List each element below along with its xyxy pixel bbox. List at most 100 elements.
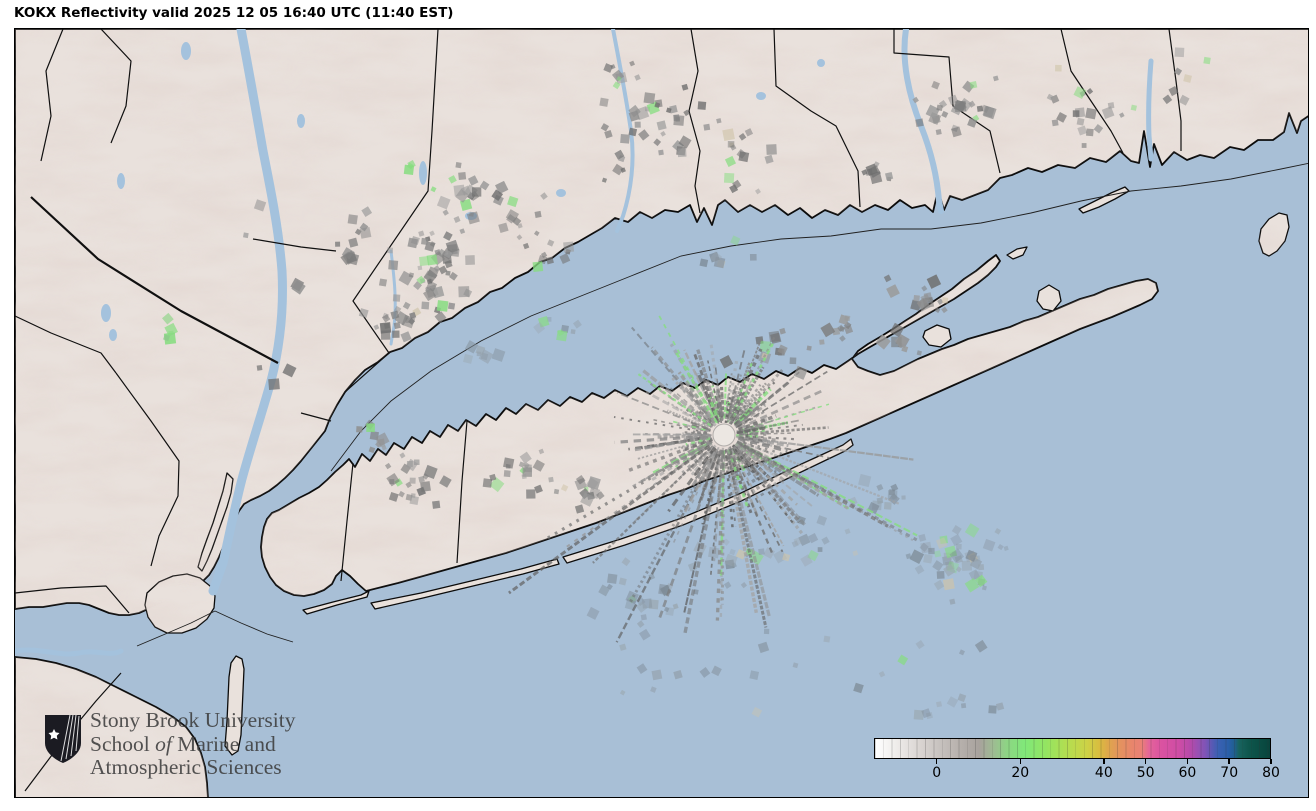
- clutter-echo: [463, 353, 474, 364]
- basemap-svg: [15, 29, 1308, 797]
- clutter-echo: [773, 549, 788, 564]
- radar-spoke: [736, 404, 767, 427]
- clutter-echo: [921, 285, 928, 292]
- clutter-echo: [418, 230, 425, 237]
- clutter-echo: [997, 543, 1004, 551]
- clutter-echo: [342, 250, 357, 265]
- radar-spoke: [739, 426, 829, 436]
- clutter-echo: [1076, 117, 1085, 126]
- radar-spoke: [727, 449, 750, 511]
- radar-spoke: [733, 445, 754, 468]
- clutter-echo: [968, 569, 981, 581]
- clutter-echo: [936, 701, 943, 708]
- clutter-echo: [738, 132, 747, 141]
- radar-spoke: [690, 444, 717, 476]
- clutter-echo: [381, 314, 391, 323]
- clutter-echo: [388, 492, 399, 502]
- radar-spoke: [745, 435, 795, 441]
- radar-spoke: [741, 424, 764, 432]
- clutter-echo: [723, 581, 732, 589]
- clutter-echo: [533, 321, 546, 334]
- clutter-echo: [491, 189, 504, 202]
- clutter-echo: [946, 696, 959, 708]
- radar-spoke: [631, 326, 713, 422]
- stony-brook-logo: Stony Brook University School of Marine …: [43, 708, 296, 780]
- clutter-echo: [806, 345, 812, 351]
- radar-spoke: [682, 449, 723, 637]
- page-title: KOKX Reflectivity valid 2025 12 05 16:40…: [14, 5, 454, 21]
- clutter-echo: [913, 709, 924, 720]
- clutter-echo: [612, 163, 624, 176]
- radar-spoke: [657, 450, 720, 620]
- clutter-echo: [634, 74, 641, 81]
- clutter-echo: [660, 130, 666, 137]
- clutter-echo: [378, 278, 388, 287]
- radar-spoke: [738, 437, 788, 453]
- radar-spoke: [741, 403, 830, 431]
- clutter-echo: [443, 249, 453, 259]
- clutter-echo: [599, 97, 609, 107]
- clutter-echo: [988, 705, 997, 714]
- clutter-echo: [844, 528, 851, 535]
- clutter-echo: [958, 649, 965, 656]
- clutter-echo: [445, 270, 451, 276]
- colorbar-tick-label: 70: [1220, 765, 1239, 781]
- radar-spoke: [729, 362, 751, 416]
- radar-spoke: [683, 453, 721, 613]
- radar-spoke: [717, 401, 724, 417]
- clutter-echo: [777, 344, 788, 355]
- clutter-echo: [703, 123, 711, 131]
- clutter-echo: [540, 251, 548, 259]
- radar-spoke: [616, 391, 712, 431]
- clutter-echo: [934, 307, 941, 314]
- clutter-echo: [766, 144, 777, 155]
- clutter-echo: [521, 473, 527, 480]
- radar-spoke: [725, 448, 772, 618]
- radar-spoke: [734, 447, 801, 524]
- ground-clutter-echoes: [162, 47, 1211, 720]
- clutter-echo: [678, 135, 692, 149]
- raritan-river: [15, 647, 124, 657]
- clutter-echo: [436, 195, 451, 210]
- clutter-echo: [763, 628, 770, 635]
- clutter-echo: [434, 311, 447, 324]
- radar-spoke: [707, 455, 720, 495]
- radar-spoke: [734, 380, 777, 424]
- clutter-echo: [956, 543, 962, 550]
- radar-spoke: [677, 371, 717, 424]
- radar-spoke: [738, 431, 769, 436]
- clutter-echo: [399, 452, 406, 459]
- clutter-echo: [407, 237, 419, 249]
- clutter-echo: [368, 446, 376, 454]
- colorbar-tick-mark: [1228, 759, 1230, 764]
- clutter-echo: [740, 581, 748, 589]
- clutter-echo: [1174, 47, 1185, 58]
- radar-site-cone-of-silence: [712, 423, 736, 447]
- clutter-echo: [821, 536, 830, 545]
- radar-spoke: [701, 454, 721, 525]
- radar-spoke: [720, 456, 726, 605]
- radar-spoke: [728, 403, 742, 425]
- radar-spoke: [651, 418, 704, 432]
- clutter-echo: [503, 470, 511, 478]
- radar-spoke: [721, 450, 725, 476]
- clutter-echo: [409, 495, 419, 506]
- hudson-river: [208, 29, 288, 596]
- clutter-echo: [960, 703, 967, 709]
- clutter-echo: [982, 538, 996, 552]
- clutter-echo: [974, 574, 988, 588]
- clutter-echo: [1051, 119, 1059, 127]
- colorbar-gradient: [874, 738, 1271, 759]
- clutter-echo: [792, 662, 799, 669]
- clutter-echo: [603, 63, 614, 73]
- clutter-echo: [729, 548, 736, 556]
- logo-line-1: Stony Brook University: [90, 708, 296, 732]
- clutter-echo: [912, 96, 919, 104]
- clutter-echo: [654, 102, 661, 109]
- clutter-echo: [405, 481, 412, 489]
- clutter-echo: [426, 254, 438, 266]
- clutter-echo: [162, 312, 174, 325]
- clutter-echo: [967, 117, 978, 128]
- clutter-echo: [522, 242, 530, 250]
- clutter-echo: [936, 104, 943, 111]
